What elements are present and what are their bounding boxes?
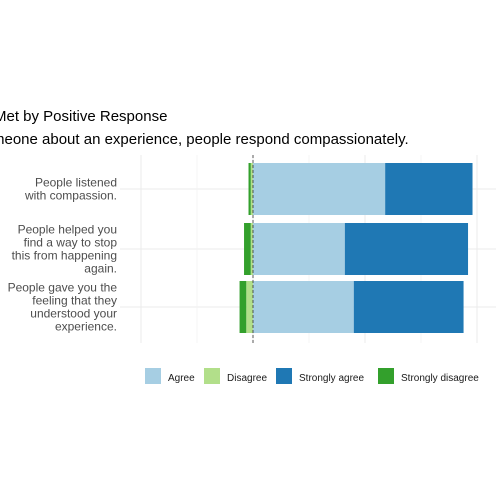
category-label-1-line-2: this from happening <box>12 249 117 263</box>
bar-disagree-0 <box>250 163 253 215</box>
legend-label-0: Agree <box>168 373 195 384</box>
category-label-2-line-3: experience. <box>55 320 117 334</box>
category-label-0-line-0: People listened <box>35 176 117 190</box>
bar-strongly-disagree-1 <box>244 223 251 275</box>
bar-strongly-disagree-2 <box>239 281 247 333</box>
legend-key-1 <box>204 368 220 384</box>
category-label-2-line-0: People gave you the <box>8 281 118 295</box>
bar-strongly-disagree-0 <box>248 163 251 215</box>
bar-agree-2 <box>253 281 354 333</box>
legend-label-2: Strongly agree <box>299 373 364 384</box>
category-label-1-line-1: find a way to stop <box>24 236 118 250</box>
bars <box>239 163 473 333</box>
category-label-1-line-3: again. <box>84 262 117 276</box>
legend: Agree Disagree Strongly agree Strongly disa… <box>145 368 479 384</box>
legend-key-3 <box>378 368 394 384</box>
category-label-2-line-2: understood your <box>30 307 117 321</box>
chart-subtitle: meone about an experience, people respon… <box>0 131 409 148</box>
category-label-2-line-1: feeling that they <box>32 294 117 308</box>
legend-label-3: Strongly disagree <box>401 373 479 384</box>
bar-strongly-agree-1 <box>344 223 469 275</box>
bar-disagree-1 <box>250 223 253 275</box>
category-label-0-line-1: with compassion. <box>24 189 117 203</box>
legend-key-2 <box>276 368 292 384</box>
chart-title: Met by Positive Response <box>0 108 168 125</box>
bar-disagree-2 <box>246 281 253 333</box>
bar-strongly-agree-0 <box>385 163 473 215</box>
category-label-1-line-0: People helped you <box>18 223 117 237</box>
legend-key-0 <box>145 368 161 384</box>
legend-label-1: Disagree <box>227 373 267 384</box>
bar-agree-0 <box>253 163 386 215</box>
bar-strongly-agree-2 <box>353 281 464 333</box>
bar-agree-1 <box>253 223 345 275</box>
